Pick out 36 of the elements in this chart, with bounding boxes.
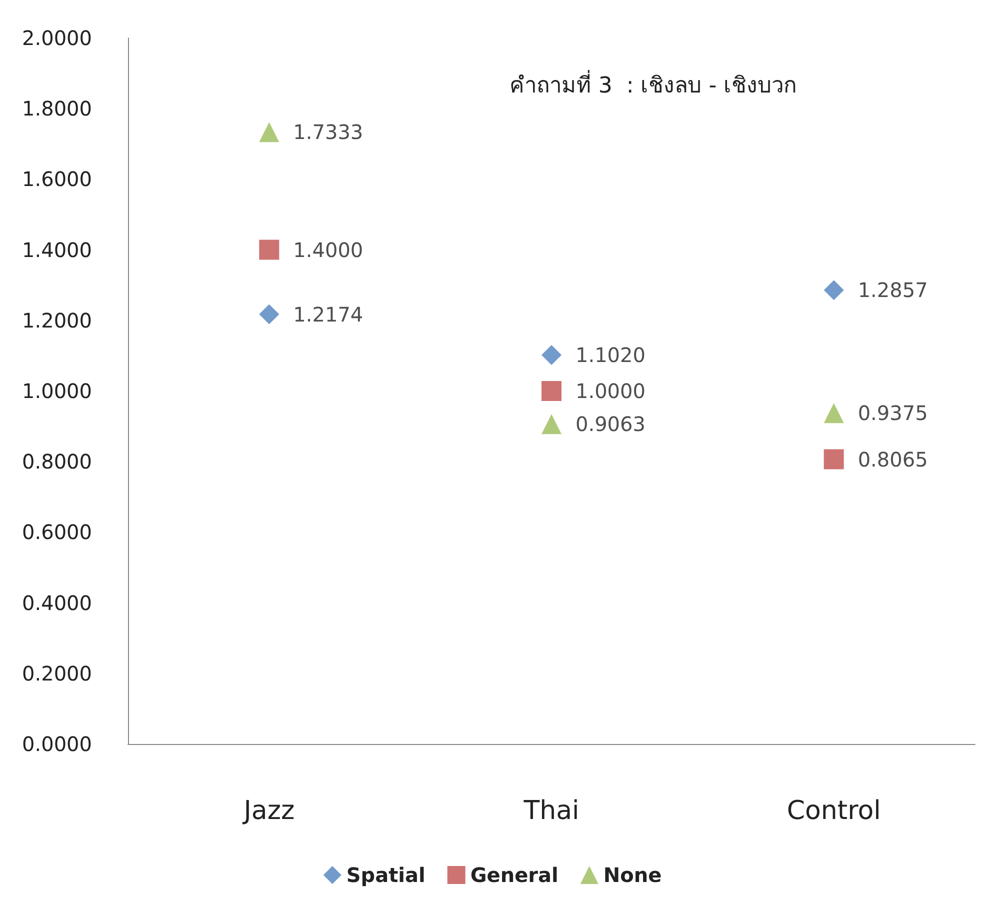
point (259, 304, 280, 324)
y-tick-label: 2.0000 (22, 26, 92, 50)
y-tick-label: 1.4000 (22, 238, 92, 262)
y-tick-label: 1.8000 (22, 96, 92, 121)
data-label: 1.7333 (293, 120, 364, 144)
y-tick-label: 1.2000 (22, 308, 92, 332)
point (824, 280, 844, 300)
point (542, 344, 562, 365)
data-label: 0.9063 (576, 412, 646, 436)
y-tick-label: 0.2000 (22, 661, 92, 686)
data-label: 1.4000 (293, 238, 364, 262)
legend-label: None (603, 863, 662, 887)
data-label: 1.2174 (293, 302, 364, 326)
point (259, 122, 280, 142)
y-tick-label: 0.4000 (22, 590, 92, 615)
legend-label: General (470, 863, 558, 887)
x-tick-label: Jazz (242, 796, 295, 826)
legend-label: Spatial (346, 863, 426, 887)
data-label: 1.1020 (576, 342, 646, 367)
y-tick-label: 1.0000 (22, 379, 92, 403)
data-label: 1.2857 (858, 278, 928, 302)
data-label: 0.8065 (858, 447, 928, 472)
y-tick-label: 0.8000 (22, 450, 92, 474)
point (824, 403, 844, 424)
data-label: 1.0000 (576, 379, 646, 403)
text: คำถามที่ 3 : เชิงลบ - เชิงบวก (509, 70, 797, 98)
point (542, 381, 562, 401)
y-tick-label: 1.6000 (22, 167, 92, 192)
point (824, 449, 844, 470)
data-label: 0.9375 (858, 401, 928, 426)
y-tick-label: 0.6000 (22, 520, 92, 544)
point (542, 414, 562, 434)
x-tick-label: Control (786, 796, 881, 826)
y-tick-label: 0.0000 (22, 732, 92, 756)
x-tick-label: Thai (522, 796, 580, 826)
point (259, 240, 280, 260)
